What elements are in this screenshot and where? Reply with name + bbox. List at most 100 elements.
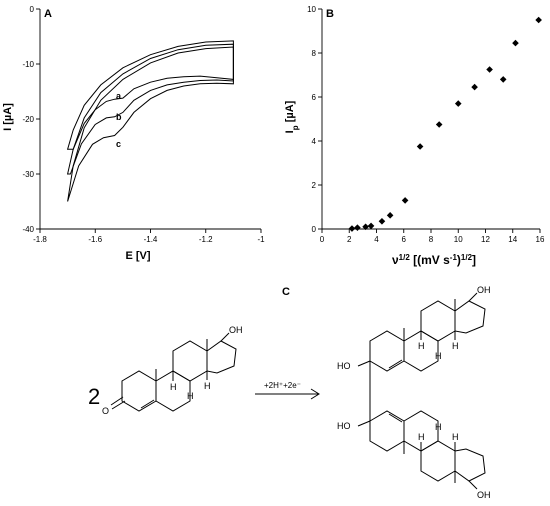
chart-a-y-tick-label: -30	[22, 170, 34, 179]
reaction-coefficient: 2	[88, 384, 100, 409]
chart-b-x-tick-label: 6	[402, 235, 407, 244]
ring-d-lower	[454, 448, 486, 482]
data-point	[354, 224, 361, 231]
chart-a-tick-labels: -1.8 -1.6 -1.4 -1.2 -10-10-20-30-40	[22, 5, 265, 244]
data-point	[386, 212, 394, 219]
reactant-steroid	[110, 332, 237, 412]
ring-d-upper	[454, 300, 486, 334]
chart-b-y-tick-label: 2	[312, 181, 317, 190]
chart-b-y-tick-label: 6	[312, 93, 317, 102]
data-point	[499, 76, 507, 83]
chart-b: B 0 2 4 6 8 10 12 14 16 0 2 4 6 8 10 ν1/2 [(mV s-1)1/2…	[284, 5, 545, 267]
cv-curve-c	[67, 46, 234, 202]
reaction-arrowhead	[310, 388, 320, 400]
data-point	[512, 39, 519, 47]
ring-a-upper	[369, 330, 405, 372]
data-point	[416, 143, 424, 150]
chart-b-x-tick-label: 12	[481, 235, 490, 244]
curve-label-b: b	[116, 112, 122, 122]
data-point	[454, 100, 462, 107]
atom-hydrogen: H	[204, 381, 211, 391]
chart-b-y-tick-label: 0	[312, 225, 317, 234]
ketone-bond	[111, 400, 126, 410]
atom-hydrogen: H	[170, 382, 177, 392]
chart-a-x-tick-label: -1.2	[199, 235, 213, 244]
chart-a-curves	[66, 40, 234, 202]
data-point	[486, 66, 493, 73]
atom-hydroxyl: HO	[337, 421, 351, 431]
chart-b-x-tick-label: 16	[536, 235, 545, 244]
chart-b-y-axis-title: Ip [µA]	[284, 100, 300, 133]
atom-hydroxyl: OH	[477, 490, 491, 500]
chart-b-axes	[318, 8, 541, 233]
reaction-scheme	[110, 292, 486, 490]
chart-a-x-tick-label: -1.8	[33, 235, 47, 244]
ring-a-lower	[369, 410, 405, 452]
chart-a-x-tick-label: -1.6	[88, 235, 102, 244]
double-bond-upper	[388, 359, 403, 369]
reaction-conditions: +2H⁺+2e⁻	[264, 381, 301, 390]
chart-b-x-axis-title: ν1/2 [(mV s-1)1/2]	[392, 253, 476, 268]
chart-b-y-tick-label: 8	[312, 49, 317, 58]
atom-hydroxyl: HO	[337, 361, 351, 371]
ring-c-upper	[420, 300, 456, 342]
data-point	[435, 121, 443, 128]
atom-hydrogen: H	[452, 341, 459, 351]
chart-a-x-tick-label: -1.4	[144, 235, 158, 244]
chart-b-y-tick-label: 10	[307, 5, 316, 14]
data-point	[367, 222, 375, 230]
atom-hydrogen: H	[435, 422, 442, 432]
atom-hydroxyl: OH	[477, 285, 491, 295]
ring-a-double-bond	[140, 399, 155, 409]
data-point	[401, 197, 409, 204]
chart-b-tick-labels: 0 2 4 6 8 10 12 14 16 0 2 4 6 8 10	[307, 5, 545, 244]
curve-label-a: a	[116, 91, 122, 101]
scheme-text: 2 +2H⁺+2e⁻ O OH H H H OH HO H H H OH HO …	[88, 285, 491, 500]
cv-curve-a	[66, 40, 234, 150]
chart-b-x-tick-label: 4	[374, 235, 379, 244]
product-steroid-upper	[357, 292, 486, 372]
atom-oxygen: O	[102, 406, 109, 416]
double-bond-lower	[388, 413, 403, 423]
chart-a-axes	[36, 8, 262, 233]
ring-c-lower	[420, 440, 456, 482]
chart-a-y-tick-label: -20	[22, 115, 34, 124]
ketone-double-bond	[110, 396, 124, 406]
data-point	[471, 83, 478, 91]
cv-curve-b	[66, 43, 234, 175]
data-point	[348, 225, 356, 232]
atom-hydrogen: H	[418, 341, 425, 351]
ring-d	[206, 340, 237, 374]
chart-a: A -1.8 -1.6 -1.4 -1.2 -10-10-20-30-40 a b c …	[2, 5, 265, 262]
chart-b-points	[348, 16, 542, 232]
chart-a-x-axis-title: E [V]	[125, 250, 150, 262]
hydroxyl-bond	[357, 420, 371, 427]
chart-a-x-tick-label: -1	[257, 235, 265, 244]
hydroxyl-bond	[220, 332, 230, 342]
atom-hydrogen: H	[418, 432, 425, 442]
chart-b-y-tick-label: 4	[312, 137, 317, 146]
chart-b-x-tick-label: 14	[508, 235, 517, 244]
atom-hydrogen: H	[435, 351, 442, 361]
hydroxyl-bond	[357, 360, 371, 367]
chart-a-y-tick-label: -10	[22, 60, 34, 69]
data-point	[535, 16, 542, 24]
chart-b-x-tick-label: 10	[454, 235, 463, 244]
chart-a-y-tick-label: 0	[30, 5, 35, 14]
chart-b-x-tick-label: 0	[320, 235, 325, 244]
hydroxyl-bond	[468, 480, 478, 490]
atom-hydrogen: H	[452, 432, 459, 442]
panel-label-b: B	[326, 8, 334, 20]
chart-b-x-tick-label: 8	[429, 235, 434, 244]
atom-hydroxyl: OH	[229, 325, 243, 335]
atom-hydrogen: H	[187, 391, 194, 401]
chart-a-y-axis-title: I [µA]	[2, 103, 14, 131]
chart-a-y-tick-label: -40	[22, 225, 34, 234]
ring-a	[121, 370, 157, 412]
product-steroid-lower	[357, 410, 486, 490]
curve-label-c: c	[116, 139, 121, 149]
panel-label-c: C	[282, 286, 290, 298]
data-point	[378, 218, 386, 225]
data-point	[362, 223, 369, 231]
